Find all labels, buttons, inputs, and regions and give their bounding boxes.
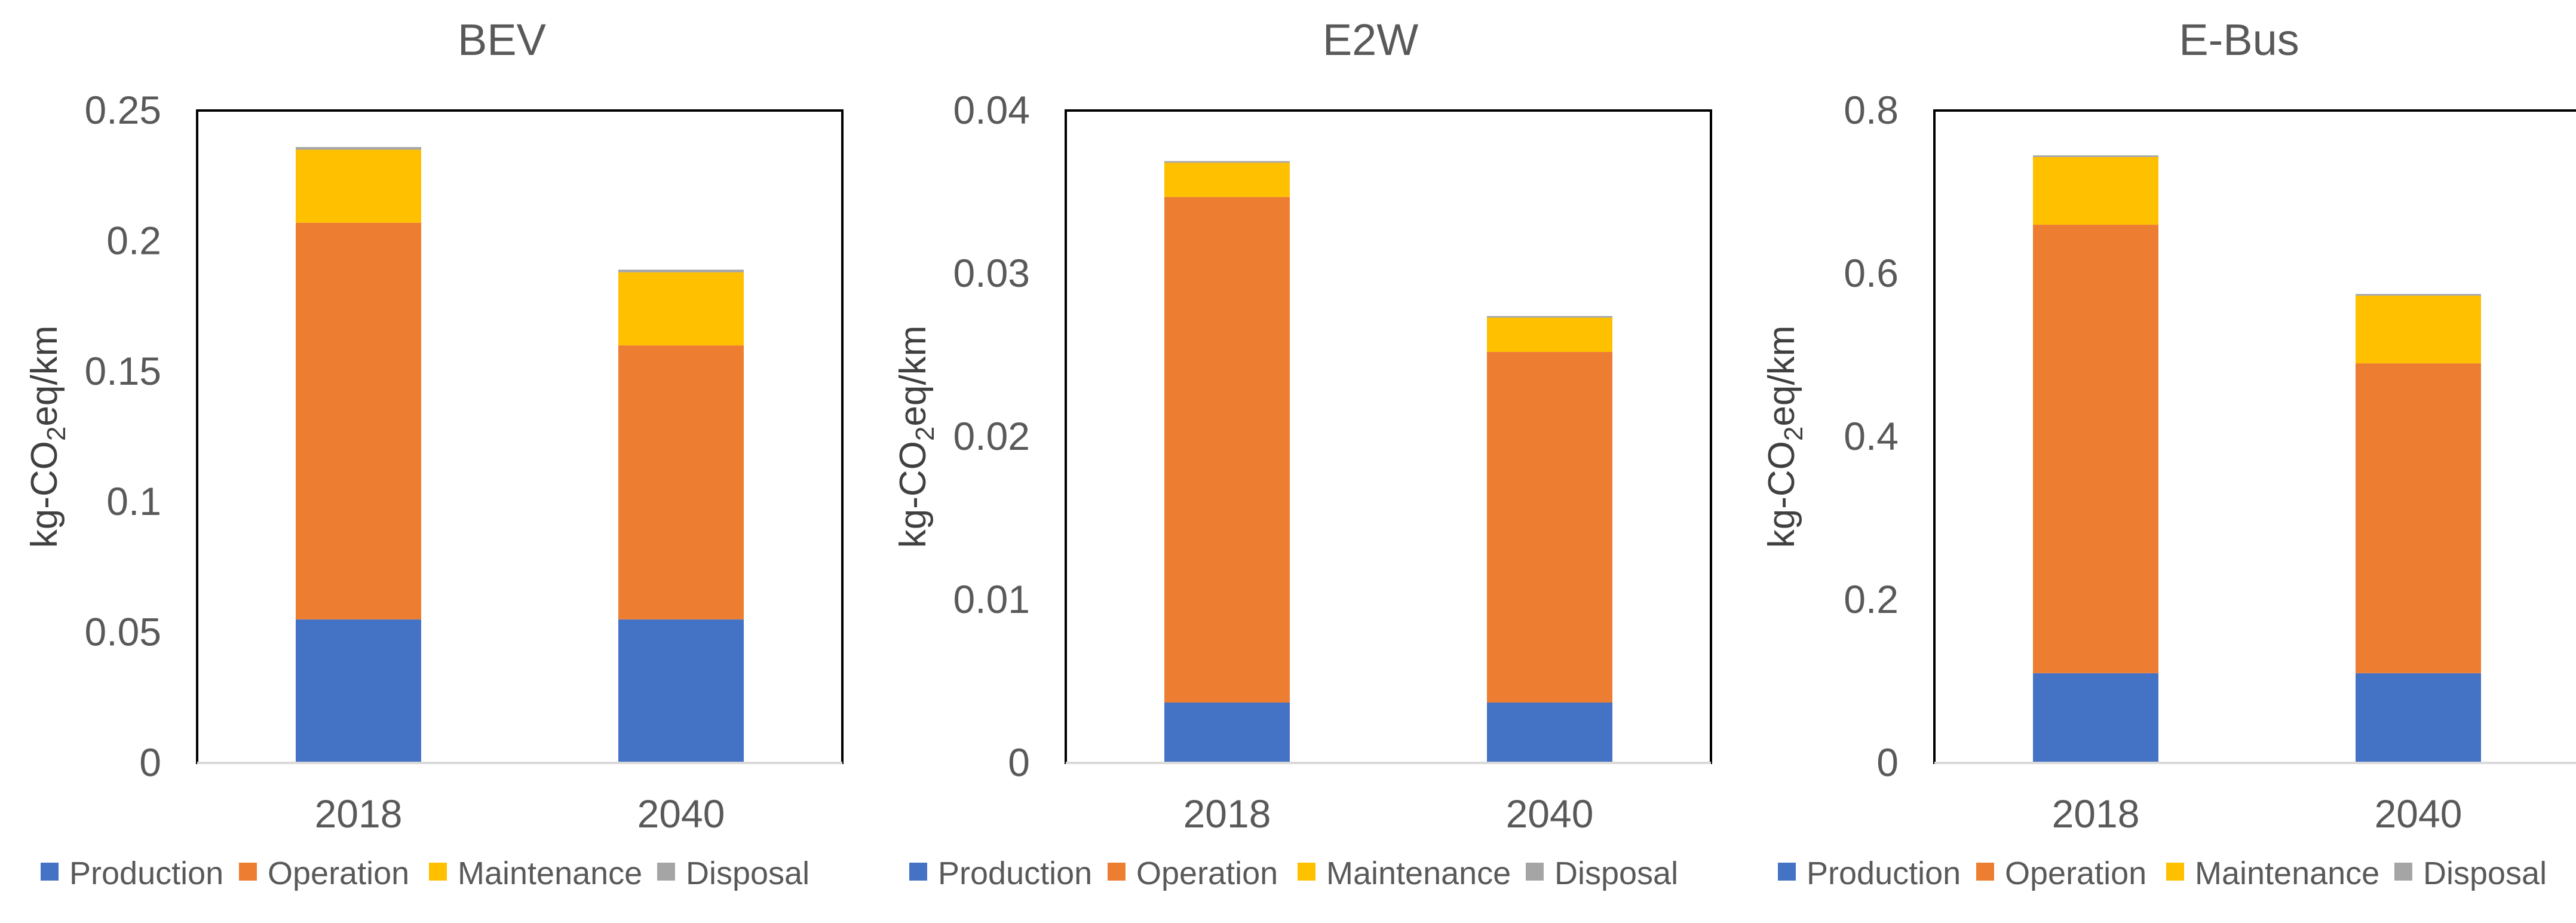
legend-label-production: Production xyxy=(69,855,223,891)
bar-e2w-2040-maintenance xyxy=(1487,317,1612,352)
legend-swatch-production xyxy=(1778,863,1796,881)
x-tick-label: 2018 xyxy=(315,792,403,836)
y-tick-label: 0.05 xyxy=(85,610,161,654)
y-tick-label: 0.4 xyxy=(1844,414,1899,458)
bar-e2w-2018-operation xyxy=(1164,197,1290,703)
legend-swatch-maintenance xyxy=(1298,863,1315,881)
y-tick-label: 0.04 xyxy=(953,88,1030,132)
legend-label-disposal: Disposal xyxy=(686,855,809,891)
chart-title-e2w: E2W xyxy=(1323,15,1419,65)
chart-svg-e2w: E2W 0 0.01 0.02 0.03 0.04 kg-CO2eq/km 2018 2040 P… xyxy=(893,15,1712,891)
x-tick-label: 2040 xyxy=(637,792,725,836)
legend-ebus: Production Operation Maintenance Disposal xyxy=(1778,855,2547,891)
y-tick-label: 0.6 xyxy=(1844,251,1899,295)
bar-ebus-2018-disposal xyxy=(2033,155,2158,157)
y-tick-label: 0.8 xyxy=(1844,88,1899,132)
bar-bev-2040-disposal xyxy=(618,269,744,272)
y-tick-label: 0 xyxy=(1876,740,1899,784)
bar-bev-2018-production xyxy=(296,619,421,763)
bar-ebus-2040-disposal xyxy=(2356,294,2481,296)
legend-e2w: Production Operation Maintenance Disposal xyxy=(909,855,1678,891)
legend-swatch-operation xyxy=(1108,863,1126,881)
legend-label-operation: Operation xyxy=(1136,855,1278,891)
bar-bev-2040-production xyxy=(618,619,744,763)
y-axis-label-e2w: kg-CO2eq/km xyxy=(893,326,940,548)
bar-ebus-2018-operation xyxy=(2033,225,2158,673)
bar-e2w-2018-maintenance xyxy=(1164,162,1290,197)
y-tick-label: 0.03 xyxy=(953,251,1030,295)
x-tick-label: 2018 xyxy=(2052,792,2140,836)
bar-e2w-2018-disposal xyxy=(1164,161,1290,163)
legend-label-operation: Operation xyxy=(268,855,409,891)
bar-e2w-2018-production xyxy=(1164,702,1290,763)
y-tick-label: 0.1 xyxy=(106,479,161,523)
legend-swatch-production xyxy=(41,863,59,881)
legend-label-operation: Operation xyxy=(2005,855,2146,891)
legend-label-disposal: Disposal xyxy=(1554,855,1678,891)
legend-swatch-maintenance xyxy=(429,863,447,881)
legend-label-production: Production xyxy=(938,855,1092,891)
legend-label-maintenance: Maintenance xyxy=(458,855,642,891)
chart-panel-bev: BEV 0 0.05 0.1 0.15 0.2 0.25 kg-CO2eq/km 2018 204… xyxy=(0,0,858,923)
bar-e2w-2040-disposal xyxy=(1487,315,1612,318)
chart-panel-ebus: E-Bus 0 0.2 0.4 0.6 0.8 kg-CO2eq/km 2018 2040 Pro… xyxy=(1737,0,2576,923)
legend-swatch-disposal xyxy=(657,863,675,881)
chart-svg-bev: BEV 0 0.05 0.1 0.15 0.2 0.25 kg-CO2eq/km 2018 204… xyxy=(24,15,844,891)
y-tick-label: 0.15 xyxy=(85,349,161,393)
bar-ebus-2018-production xyxy=(2033,673,2158,763)
x-tick-label: 2040 xyxy=(2375,792,2462,836)
legend-bev: Production Operation Maintenance Disposal xyxy=(41,855,809,891)
bar-bev-2040-operation xyxy=(618,345,744,620)
legend-swatch-operation xyxy=(1976,863,1994,881)
bar-ebus-2040-operation xyxy=(2356,363,2481,673)
bar-e2w-2040-production xyxy=(1487,702,1612,763)
bar-bev-2018-operation xyxy=(296,222,421,620)
legend-label-production: Production xyxy=(1807,855,1961,891)
legend-label-maintenance: Maintenance xyxy=(2195,855,2379,891)
bar-bev-2018-disposal xyxy=(296,147,421,150)
plot-area-bev xyxy=(196,109,844,764)
y-axis-label-ebus: kg-CO2eq/km xyxy=(1761,326,1808,548)
bar-bev-2018-maintenance xyxy=(296,149,421,223)
bar-ebus-2018-maintenance xyxy=(2033,157,2158,225)
bar-ebus-2040-maintenance xyxy=(2356,295,2481,364)
y-tick-label: 0.02 xyxy=(953,414,1030,458)
y-tick-label: 0.2 xyxy=(1844,577,1899,621)
y-axis-label-bev: kg-CO2eq/km xyxy=(24,326,71,548)
y-tick-label: 0 xyxy=(1008,740,1030,784)
legend-label-disposal: Disposal xyxy=(2423,855,2547,891)
plot-area-e2w xyxy=(1065,109,1712,764)
legend-swatch-operation xyxy=(239,863,257,881)
chart-title-bev: BEV xyxy=(458,15,547,65)
y-tick-label: 0.01 xyxy=(953,577,1030,621)
legend-swatch-disposal xyxy=(2394,863,2412,881)
legend-label-maintenance: Maintenance xyxy=(1326,855,1511,891)
y-tick-label: 0.2 xyxy=(106,218,161,262)
legend-swatch-production xyxy=(909,863,927,881)
legend-swatch-disposal xyxy=(1526,863,1544,881)
bar-bev-2040-maintenance xyxy=(618,272,744,346)
chart-svg-ebus: E-Bus 0 0.2 0.4 0.6 0.8 kg-CO2eq/km 2018 2040 Pro… xyxy=(1761,15,2576,891)
chart-panel-e2w: E2W 0 0.01 0.02 0.03 0.04 kg-CO2eq/km 2018 2040 P… xyxy=(869,0,1727,923)
bar-e2w-2040-operation xyxy=(1487,352,1612,703)
chart-title-ebus: E-Bus xyxy=(2179,15,2299,65)
x-tick-label: 2040 xyxy=(1506,792,1594,836)
y-tick-label: 0.25 xyxy=(85,88,161,132)
x-tick-label: 2018 xyxy=(1183,792,1271,836)
legend-swatch-maintenance xyxy=(2166,863,2184,881)
y-tick-label: 0 xyxy=(139,740,161,784)
bar-ebus-2040-production xyxy=(2356,673,2481,763)
